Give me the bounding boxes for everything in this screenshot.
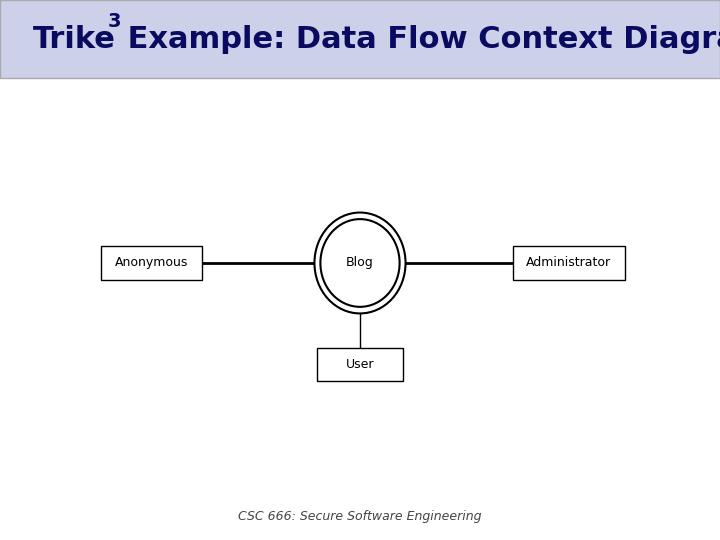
Text: 3: 3 [107,12,121,31]
Text: User: User [346,358,374,371]
Text: Blog: Blog [346,256,374,269]
Text: Anonymous: Anonymous [114,256,188,269]
FancyBboxPatch shape [513,246,625,280]
FancyBboxPatch shape [317,348,403,381]
Ellipse shape [320,219,400,307]
Text: Administrator: Administrator [526,256,611,269]
Ellipse shape [315,213,405,313]
Text: Trike: Trike [32,25,115,53]
Text: Example: Data Flow Context Diagram: Example: Data Flow Context Diagram [117,25,720,53]
FancyBboxPatch shape [101,246,202,280]
Text: CSC 666: Secure Software Engineering: CSC 666: Secure Software Engineering [238,510,482,523]
